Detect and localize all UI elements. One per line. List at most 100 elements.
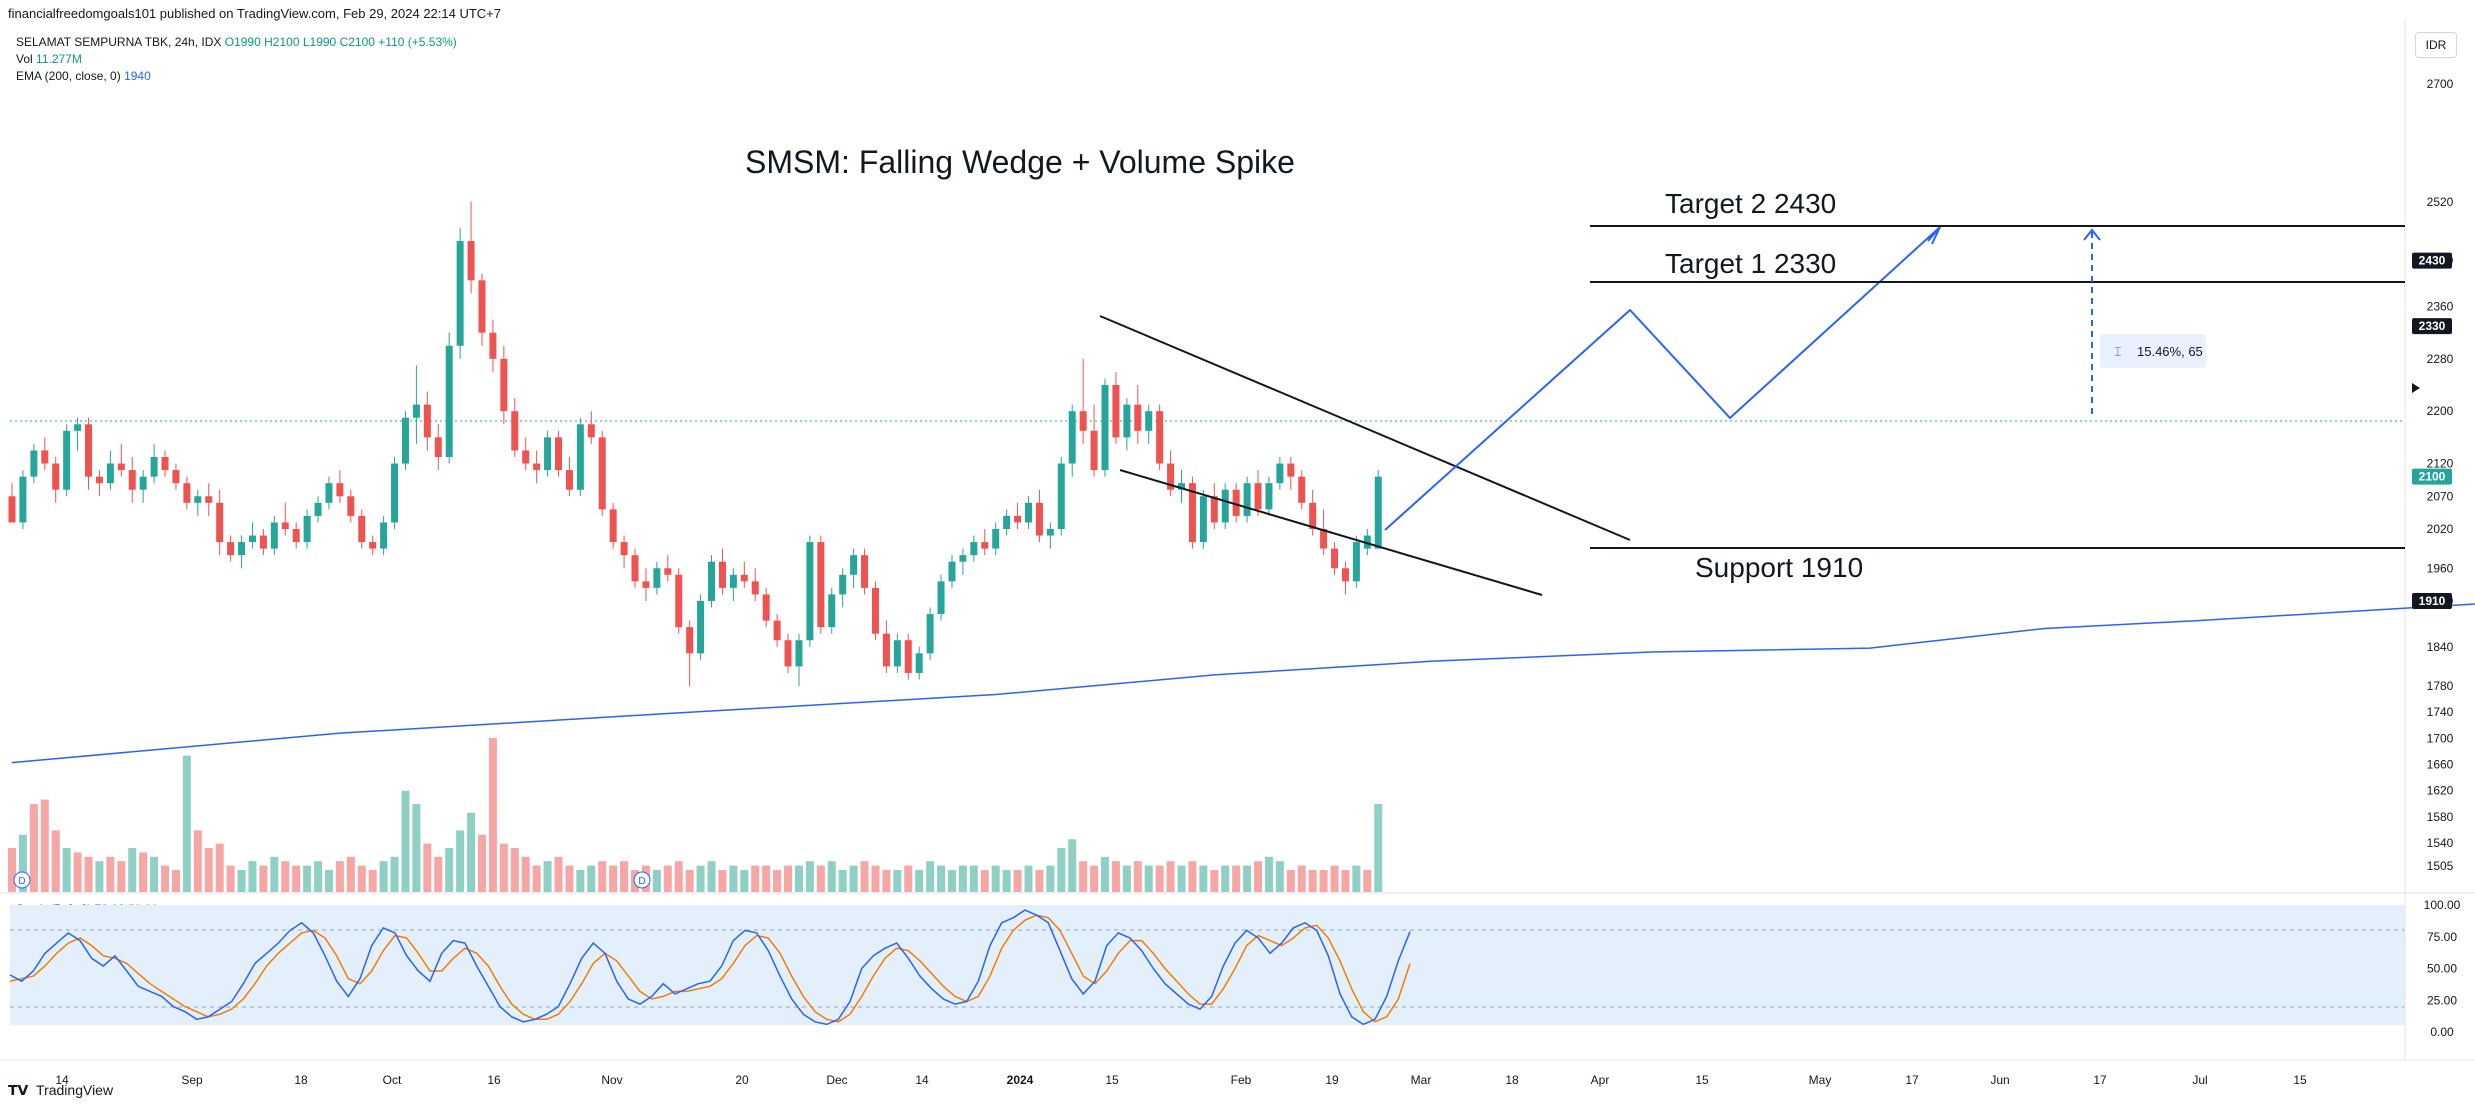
currency-button[interactable]: IDR (2415, 32, 2457, 58)
volume-bar (794, 865, 803, 892)
candle-body (205, 496, 213, 503)
time-tick: 17 (1905, 1073, 1919, 1087)
volume-bar (215, 843, 224, 892)
candle-body (194, 496, 202, 503)
price-tick: 2070 (2427, 489, 2454, 503)
candle-body (19, 476, 27, 523)
volume-bar (685, 870, 694, 892)
candle-body (391, 463, 399, 523)
volume-bar (1264, 856, 1273, 892)
candle-body (41, 450, 49, 464)
candle-body (795, 640, 803, 667)
candle-body (642, 581, 650, 588)
volume-bar (609, 865, 618, 892)
candle-body (828, 594, 836, 628)
candle-body (850, 555, 858, 575)
candle-body (74, 424, 82, 431)
volume-bar (161, 865, 170, 892)
volume-bar (696, 865, 705, 892)
volume-bar (84, 856, 93, 892)
volume-bar (40, 799, 49, 892)
time-tick: 18 (1505, 1073, 1519, 1087)
volume-bar (729, 865, 738, 892)
price-badge (2412, 468, 2452, 485)
volume-bar (259, 865, 268, 892)
candle-body (970, 542, 978, 556)
candle-body (1035, 502, 1043, 536)
volume-bar (1297, 865, 1306, 892)
candle-body (1123, 404, 1131, 438)
dividend-marker-label: D (638, 876, 645, 887)
volume-bar (193, 830, 202, 892)
volume-bar (1177, 865, 1186, 892)
candle-body (1188, 483, 1196, 543)
volume-bar (128, 848, 137, 892)
time-tick: Mar (1411, 1073, 1432, 1087)
candle-body (729, 574, 737, 588)
price-badge (2412, 252, 2452, 269)
volume-bar (707, 861, 716, 892)
candle-body (1320, 528, 1328, 549)
dividend-marker-icon[interactable] (13, 871, 31, 889)
candle-body (227, 542, 235, 556)
price-badge-label: 1910 (2419, 594, 2446, 608)
measure-arrow-icon (2083, 228, 2101, 241)
support-label: Support 1910 (1695, 552, 1863, 583)
candle-body (1068, 411, 1076, 464)
candle-body (817, 542, 825, 628)
volume-bar (980, 870, 989, 892)
candle-body (631, 555, 639, 582)
candle-body (871, 587, 879, 634)
volume-bar (488, 738, 497, 892)
candle-body (959, 555, 967, 562)
candle-body (1167, 463, 1175, 490)
price-axis: 2700 2520 2430 2360 2280 2200 2120 2070 2020 1960… (2412, 77, 2461, 1039)
candle-body (172, 470, 180, 484)
candle-body (784, 640, 792, 667)
candle-body (1003, 515, 1011, 529)
volume-bar (29, 804, 38, 892)
volume-bar (324, 870, 333, 892)
symbol-legend: SELAMAT SEMPURNA TBK, 24h, IDX O1990 H21… (16, 34, 457, 85)
volume-bar (871, 865, 880, 892)
candle-body (675, 574, 683, 628)
volume-bar (1013, 870, 1022, 892)
candle-body (216, 502, 224, 543)
candle-body (183, 483, 191, 503)
candle-body (347, 496, 355, 516)
candle-body (1363, 535, 1371, 549)
volume-bar (532, 865, 541, 892)
price-tick: 2280 (2427, 352, 2454, 366)
time-axis: 14 Sep 18 Oct 16 Nov 20 Dec 14 2024 15 Feb 19 Mar 18 Ap… (55, 1073, 2307, 1087)
volume-bar (456, 830, 465, 892)
volume-bar (1002, 870, 1011, 892)
volume-bar (1188, 861, 1197, 892)
volume-bar (401, 790, 410, 892)
dividend-marker-icon[interactable] (633, 871, 651, 889)
candle-body (653, 568, 661, 588)
volume-bar (849, 865, 858, 892)
candle-body (708, 561, 716, 601)
candle-body (358, 515, 366, 543)
time-tick: 15 (1105, 1073, 1119, 1087)
volume-bar (51, 830, 60, 892)
candle-body (500, 358, 508, 412)
volume-bar (1243, 865, 1252, 892)
candle-body (336, 483, 344, 497)
candle-body (598, 437, 606, 510)
volume-bar (390, 856, 399, 892)
scroll-right-icon[interactable] (2412, 383, 2420, 393)
time-tick: Jun (1990, 1073, 2009, 1087)
volume-bar (1057, 848, 1066, 892)
measure-label: 15.46%, 65 (2137, 344, 2203, 359)
candle-body (128, 470, 136, 490)
price-tick: 2120 (2427, 457, 2454, 471)
volume-bar (937, 865, 946, 892)
price-tick: 2200 (2427, 404, 2454, 418)
candle-body (904, 640, 912, 673)
candle-body (161, 457, 169, 471)
volume-bar (1046, 865, 1055, 892)
volume-bar (445, 848, 454, 892)
candle-body (52, 463, 60, 490)
